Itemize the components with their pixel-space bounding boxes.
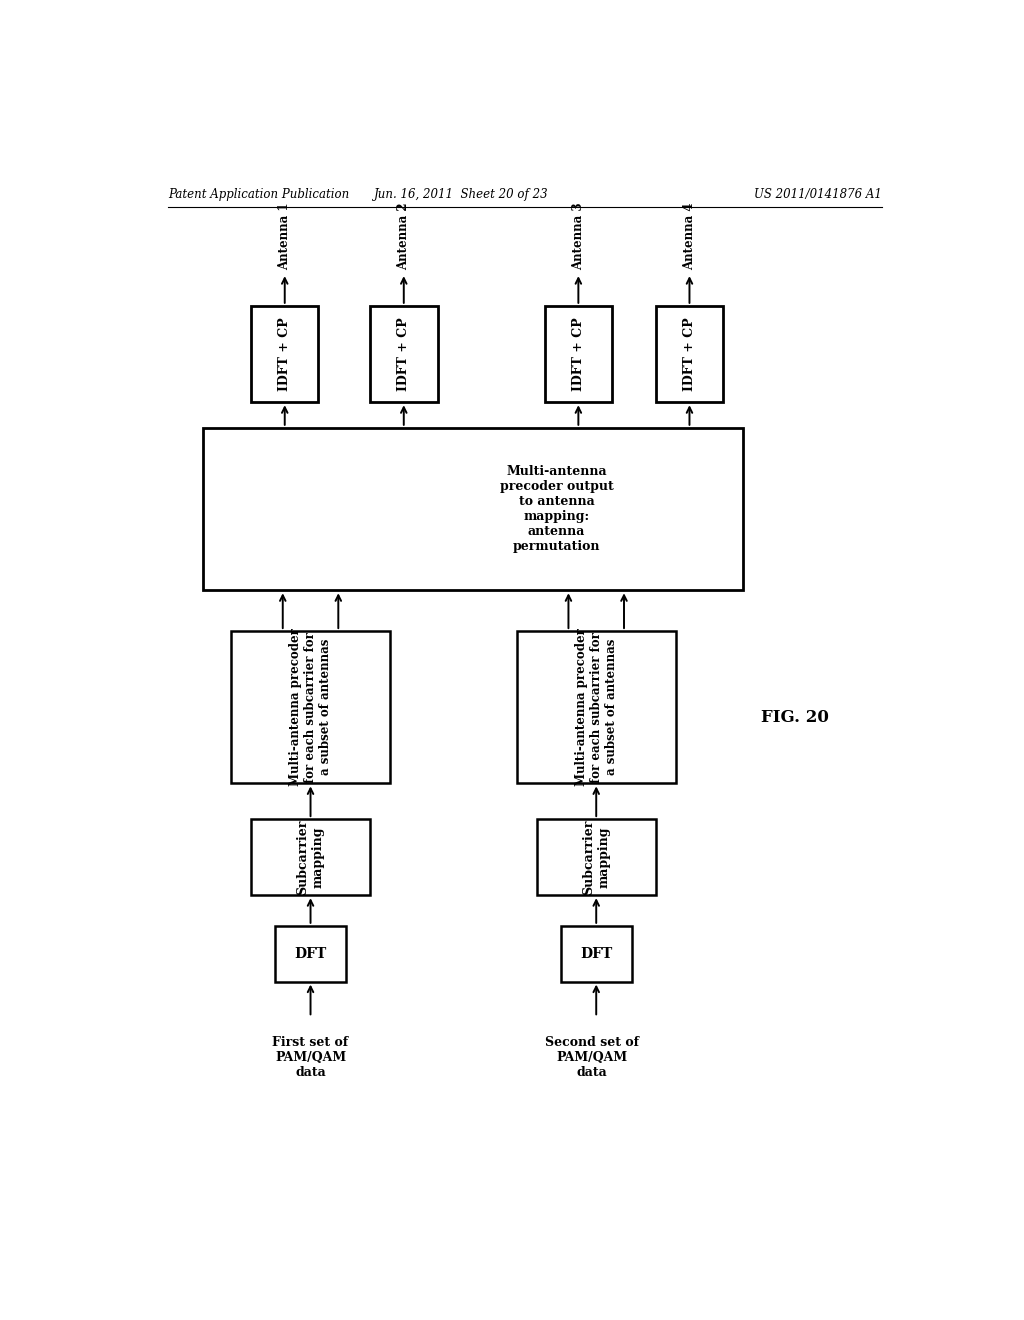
Text: Subcarrier
mapping: Subcarrier mapping: [297, 820, 325, 895]
Bar: [537, 818, 655, 895]
Bar: [274, 925, 346, 982]
Bar: [560, 925, 632, 982]
Bar: [251, 306, 318, 403]
Text: DFT: DFT: [295, 946, 327, 961]
Bar: [517, 631, 676, 784]
Text: Antenna 3: Antenna 3: [571, 203, 585, 271]
Bar: [370, 306, 437, 403]
Text: Antenna 1: Antenna 1: [279, 203, 291, 271]
Text: IDFT + CP: IDFT + CP: [683, 317, 696, 391]
Text: DFT: DFT: [581, 946, 612, 961]
Text: US 2011/0141876 A1: US 2011/0141876 A1: [754, 189, 882, 202]
Text: Jun. 16, 2011  Sheet 20 of 23: Jun. 16, 2011 Sheet 20 of 23: [374, 189, 549, 202]
Text: IDFT + CP: IDFT + CP: [571, 317, 585, 391]
Text: Subcarrier
mapping: Subcarrier mapping: [583, 820, 610, 895]
Text: Antenna 2: Antenna 2: [397, 203, 411, 271]
Text: IDFT + CP: IDFT + CP: [279, 317, 291, 391]
Text: Second set of
PAM/QAM
data: Second set of PAM/QAM data: [545, 1036, 639, 1080]
Text: IDFT + CP: IDFT + CP: [397, 317, 411, 391]
Text: Patent Application Publication: Patent Application Publication: [168, 189, 349, 202]
Text: Antenna 4: Antenna 4: [683, 203, 696, 271]
Bar: [231, 631, 390, 784]
Bar: [655, 306, 723, 403]
Text: Multi-antenna precoder
for each subcarrier for
a subset of antennas: Multi-antenna precoder for each subcarri…: [574, 628, 617, 787]
Text: First set of
PAM/QAM
data: First set of PAM/QAM data: [272, 1036, 348, 1080]
Text: Multi-antenna precoder
for each subcarrier for
a subset of antennas: Multi-antenna precoder for each subcarri…: [289, 628, 332, 787]
Bar: [251, 818, 370, 895]
Text: FIG. 20: FIG. 20: [761, 709, 828, 726]
Bar: [204, 428, 743, 590]
Text: Multi-antenna
precoder output
to antenna
mapping:
antenna
permutation: Multi-antenna precoder output to antenna…: [500, 465, 613, 553]
Bar: [545, 306, 612, 403]
